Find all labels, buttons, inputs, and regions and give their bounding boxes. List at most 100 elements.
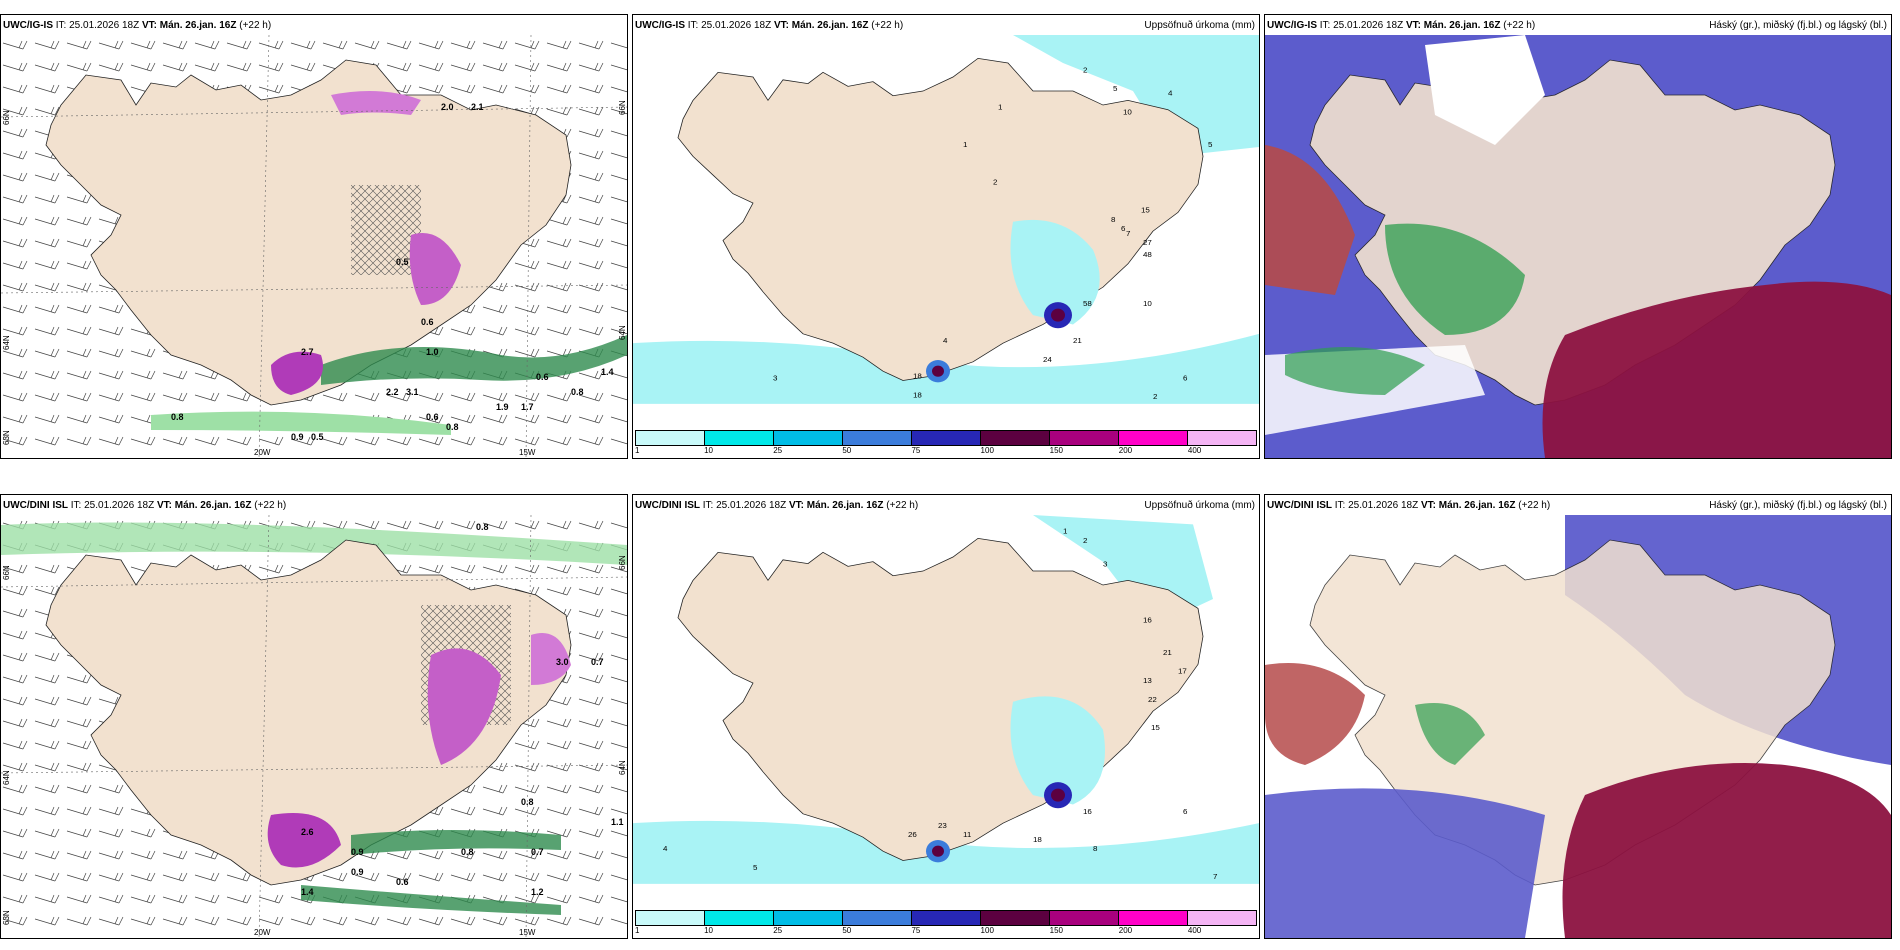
mid-cloud-area	[1385, 223, 1525, 335]
map-value: 5	[753, 863, 757, 872]
legend-swatch	[981, 431, 1050, 445]
precip-blob-magenta	[271, 351, 323, 395]
map-value: 0.8	[446, 422, 459, 432]
map-value: 1.2	[531, 887, 544, 897]
map-value: 17	[1178, 667, 1187, 676]
map-value: 2	[1153, 392, 1157, 401]
axis-label-lat: 63N	[2, 430, 11, 445]
legend-swatch	[705, 911, 774, 925]
map-value: 1	[998, 103, 1002, 112]
legend-swatch	[1188, 431, 1256, 445]
map-value: 16	[1083, 807, 1092, 816]
graticule-15w	[525, 515, 532, 938]
precip-legend: 1 10 25 50 75 100 150 200 400	[635, 910, 1257, 936]
map-value: 0.7	[531, 847, 544, 857]
panel-title: UWC/DINI ISL IT: 25.01.2026 18Z VT: Mán.…	[1267, 500, 1551, 511]
graticule-64n	[1, 764, 627, 774]
map-canvas	[1265, 515, 1891, 938]
map-value: 7	[1213, 872, 1217, 881]
map-value: 13	[1143, 676, 1152, 685]
map-value: 2	[1083, 536, 1087, 545]
panel-field-label: Uppsöfnuð úrkoma (mm)	[1144, 20, 1255, 31]
map-canvas: 2 1 5 10 4 8 6 15 27 48 58 21 24 10 18 4…	[633, 35, 1259, 404]
precip-legend: 1 10 25 50 75 100 150 200 400	[635, 430, 1257, 456]
axis-label-lat: 66N	[618, 100, 627, 115]
map-value: 4	[1168, 89, 1173, 98]
legend-swatch	[912, 431, 981, 445]
map-value: 18	[1033, 835, 1042, 844]
legend-tick-label: 50	[842, 446, 852, 455]
map-canvas: 2 3 1 16 21 17 22 15 13 26 23 16 18 4 5 …	[633, 515, 1259, 884]
legend-tick-label: 50	[842, 926, 852, 935]
panel-title: UWC/DINI ISL IT: 25.01.2026 18Z VT: Mán.…	[3, 500, 287, 511]
map-value: 0.8	[171, 412, 184, 422]
precip-max-dark	[932, 365, 944, 377]
legend-swatch	[636, 911, 705, 925]
precip-blob-magenta	[331, 91, 421, 115]
panel-title: UWC/DINI ISL IT: 25.01.2026 18Z VT: Mán.…	[635, 500, 919, 511]
legend-ticks: 1 10 25 50 75 100 150 200 400	[635, 926, 1257, 936]
map-value: 6	[1183, 374, 1187, 383]
legend-tick-label: 1	[635, 446, 640, 455]
legend-swatch	[1119, 431, 1188, 445]
axis-label-lat: 66N	[2, 565, 11, 580]
legend-tick-label: 25	[773, 926, 783, 935]
axis-label-lat: 66N	[618, 555, 627, 570]
legend-colorbar	[635, 910, 1257, 926]
axis-label-lat: 64N	[2, 770, 11, 785]
map-value: 16	[1143, 616, 1152, 625]
map-value: 0.8	[571, 387, 584, 397]
map-value: 0.8	[461, 847, 474, 857]
map-value: 2.6	[301, 827, 314, 837]
hatch-area	[351, 185, 421, 275]
high-cloud-area	[1562, 763, 1891, 938]
map-value: 1.9	[496, 402, 509, 412]
mid-cloud-area	[1285, 347, 1425, 395]
legend-tick-label: 10	[704, 926, 714, 935]
iceland-land	[45, 59, 572, 406]
precip-area-light	[1013, 35, 1259, 157]
legend-swatch	[705, 431, 774, 445]
graticule-66n	[1, 576, 627, 588]
map-value: 3	[773, 374, 777, 383]
iceland-land	[677, 537, 1204, 861]
map-value: 8	[1093, 844, 1097, 853]
axis-label-lon: 15W	[519, 448, 536, 457]
mid-cloud-area	[1415, 703, 1485, 765]
axis-label-lon: 20W	[254, 448, 271, 457]
map-value: 0.5	[311, 432, 324, 442]
legend-swatch	[774, 431, 843, 445]
panel-title: UWC/IG-IS IT: 25.01.2026 18Z VT: Mán. 26…	[3, 20, 272, 31]
map-value: 1.7	[521, 402, 534, 412]
legend-tick-label: 75	[911, 446, 921, 455]
map-value: 27	[1143, 238, 1152, 247]
map-value: 11	[963, 830, 971, 839]
axis-label-lat: 66N	[2, 110, 11, 125]
map-value: 23	[938, 821, 947, 830]
map-value: 21	[1073, 336, 1082, 345]
graticule-64n	[1, 284, 627, 294]
axis-label-lat: 64N	[618, 760, 627, 775]
legend-tick-label: 150	[1049, 926, 1064, 935]
map-value: 6	[1183, 807, 1187, 816]
iceland-land	[677, 57, 1204, 381]
map-value: 1.4	[601, 367, 614, 377]
precip-area-light	[1010, 219, 1100, 325]
map-value: 2.1	[471, 102, 484, 112]
map-panel-dini-precip: UWC/DINI ISL IT: 25.01.2026 18Z VT: Mán.…	[632, 494, 1260, 939]
high-cloud-area	[1265, 663, 1365, 765]
panel-field-label: Háský (gr.), miðský (fj.bl.) og lágský (…	[1709, 20, 1887, 31]
legend-swatch	[774, 911, 843, 925]
axis-label-lon: 20W	[254, 928, 271, 937]
map-value: 1	[963, 140, 967, 149]
map-value: 2.2	[386, 387, 399, 397]
legend-swatch	[843, 431, 912, 445]
map-value: 1.0	[426, 347, 439, 357]
map-value: 0.5	[396, 257, 409, 267]
panel-field-label: Háský (gr.), miðský (fj.bl.) og lágský (…	[1709, 500, 1887, 511]
legend-swatch	[981, 911, 1050, 925]
graticule-15w	[525, 35, 532, 458]
graticule-66n	[1, 106, 627, 118]
precip-blob-magenta	[267, 813, 341, 868]
legend-tick-label: 100	[980, 926, 994, 935]
